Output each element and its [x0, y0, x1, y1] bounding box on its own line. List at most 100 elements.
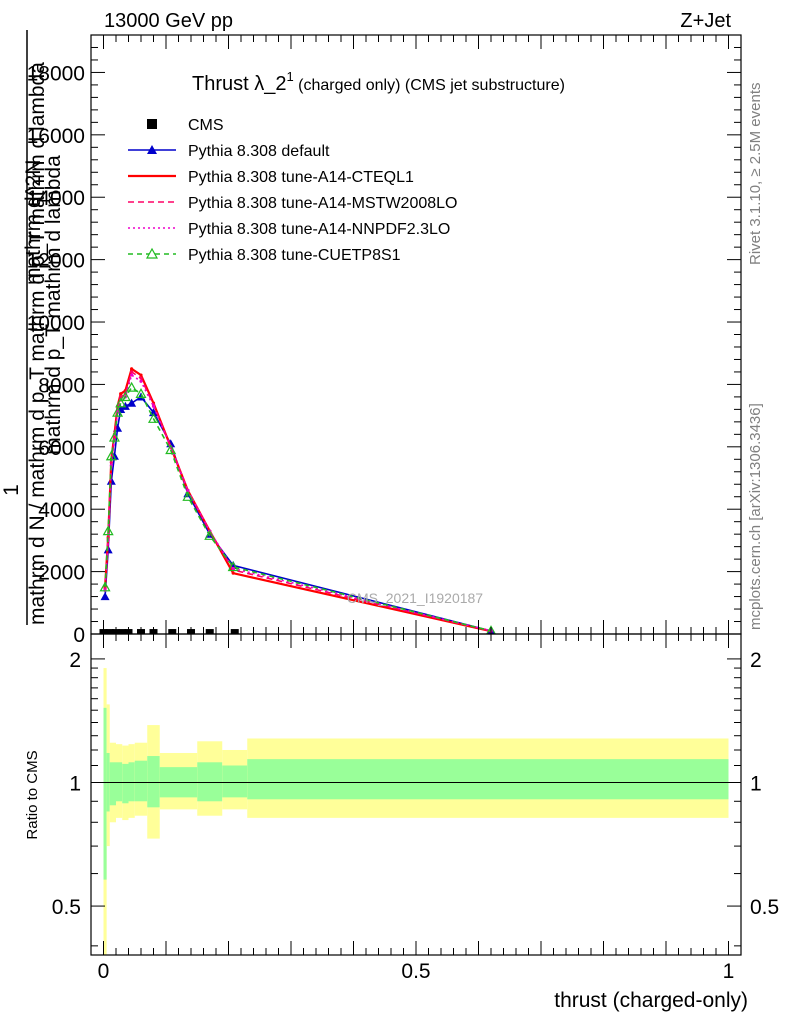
series-point-nnpdf — [231, 566, 235, 571]
x-axis-label: thrust (charged-only) — [554, 989, 748, 1012]
ratio-band-inner — [247, 759, 729, 800]
ratio-y-tick-label-right: 1 — [750, 772, 762, 795]
plot-title-main: Thrust λ_2 — [192, 73, 286, 95]
mcplots-reference-label: mcplots.cern.ch [arXiv:1306.3436] — [747, 403, 764, 630]
series-point-nnpdf — [186, 488, 190, 493]
series-layer — [99, 367, 496, 634]
series-line-nnpdf — [104, 373, 492, 632]
cms-data-point — [230, 629, 239, 634]
series-point-default — [136, 392, 146, 401]
series-point-cteql1 — [139, 373, 143, 377]
ratio-y-tick-label-left: 1 — [69, 772, 81, 795]
cms-data-point — [105, 629, 114, 634]
series-point-cuetp8s1 — [105, 450, 117, 461]
series-point-default — [100, 592, 110, 601]
ratio-y-tick-label-right: 2 — [750, 649, 762, 672]
series-point-cuetp8s1 — [112, 406, 124, 417]
main-y-tick-label: 0 — [73, 624, 85, 647]
legend-marker-default — [147, 145, 157, 154]
main-y-axis-label: mathrm d^2N mathrm d p_T mathrm d lambda… — [0, 30, 65, 625]
y-label-top-denominator: mathrm d p_T mathrm d lambda — [42, 155, 65, 455]
ratio-bands — [103, 668, 729, 955]
series-line-cuetp8s1 — [104, 386, 492, 632]
ratio-band-inner — [222, 765, 248, 798]
x-axis-ticks: 0 0.5 1 — [90, 35, 742, 983]
main-y-tick-label: 6000 — [38, 437, 85, 460]
legend-marker-cuetp8s1 — [145, 247, 159, 259]
series-point-mstw — [139, 376, 143, 380]
cms-data-point — [118, 629, 127, 634]
ratio-y-axis: 0.5 0.5 1 1 2 2 — [52, 649, 779, 947]
series-point-default — [127, 398, 137, 407]
legend-label-nnpdf: Pythia 8.308 tune-A14-NNPDF2.3LO — [188, 221, 450, 238]
series-point-mstw — [130, 370, 134, 374]
legend-label-cuetp8s1: Pythia 8.308 tune-CUETP8S1 — [188, 247, 401, 264]
series-point-cuetp8s1 — [486, 625, 496, 634]
series-point-nnpdf — [130, 373, 134, 377]
legend-label-cteql1: Pythia 8.308 tune-A14-CTEQL1 — [188, 169, 414, 186]
main-y-tick-label: 14000 — [27, 187, 85, 210]
series-point-cuetp8s1 — [115, 397, 127, 408]
y-label-denominator: mathrm d N / mathrm d p_T mathrm d p_T m… — [26, 62, 49, 625]
series-point-cuetp8s1 — [147, 412, 160, 423]
rivet-version-label: Rivet 3.1.10, ≥ 2.5M events — [747, 83, 764, 266]
legend-label-default: Pythia 8.308 default — [188, 143, 330, 160]
analysis-watermark: CMS_2021_I1920187 — [347, 590, 483, 606]
ratio-band-inner — [109, 762, 116, 806]
ratio-band-inner — [128, 762, 135, 802]
y-label-numerator: 1 — [0, 484, 23, 496]
x-tick-label: 0.5 — [401, 960, 430, 983]
ratio-band-inner — [147, 756, 160, 808]
ratio-band-inner — [116, 762, 123, 802]
main-y-tick-label: 8000 — [38, 374, 85, 397]
header-energy-label: 13000 GeV pp — [104, 10, 233, 32]
main-y-tick-label: 2000 — [38, 562, 85, 585]
ratio-y-tick-label-left: 2 — [69, 649, 81, 672]
series-point-mstw — [109, 460, 113, 465]
series-point-cuetp8s1 — [102, 525, 114, 536]
ratio-y-tick-label-left: 0.5 — [52, 896, 81, 919]
x-tick-label: 1 — [723, 960, 735, 983]
series-point-cuetp8s1 — [204, 529, 216, 540]
series-point-cuetp8s1 — [227, 561, 239, 572]
series-point-mstw — [119, 395, 123, 399]
series-point-cteql1 — [130, 367, 134, 371]
series-point-cuetp8s1 — [108, 431, 120, 442]
main-y-tick-label: 4000 — [38, 499, 85, 522]
cms-data-point — [205, 629, 214, 634]
series-point-default — [120, 401, 130, 410]
header-process-label: Z+Jet — [680, 10, 731, 32]
plot-title: Thrust λ_21 (charged only) (CMS jet subs… — [192, 69, 565, 95]
ratio-band-inner — [197, 762, 223, 802]
ratio-y-axis-label: Ratio to CMS — [24, 750, 41, 839]
series-point-cuetp8s1 — [119, 391, 131, 402]
ratio-band-inner — [122, 763, 129, 804]
plot-title-subtitle: (charged only) (CMS jet substructure) — [294, 77, 565, 94]
legend-label-mstw: Pythia 8.308 tune-A14-MSTW2008LO — [188, 195, 457, 212]
main-y-tick-label: 10000 — [27, 312, 85, 335]
main-y-tick-label: 16000 — [27, 125, 85, 148]
series-point-cuetp8s1 — [135, 388, 147, 398]
x-tick-label: 0 — [98, 960, 110, 983]
legend-label-cms: CMS — [188, 117, 224, 134]
plot-title-superscript: 1 — [286, 69, 293, 84]
series-point-cuetp8s1 — [165, 444, 177, 455]
cms-data-point — [168, 629, 177, 634]
main-y-tick-label: 18000 — [27, 62, 85, 85]
series-point-nnpdf — [151, 404, 156, 408]
ratio-band-inner — [134, 760, 148, 802]
main-y-tick-label: 12000 — [27, 250, 85, 273]
series-point-nnpdf — [139, 379, 143, 383]
series-point-cuetp8s1 — [182, 490, 194, 501]
ratio-y-tick-label-right: 0.5 — [750, 896, 779, 919]
series-point-cuetp8s1 — [126, 381, 138, 392]
series-point-cuetp8s1 — [99, 581, 111, 592]
legend-marker-cms — [147, 119, 157, 129]
series-point-mstw — [112, 435, 117, 440]
ratio-band-inner — [103, 707, 107, 880]
legend: CMS Pythia 8.308 default Pythia 8.308 tune… — [128, 117, 457, 264]
series-point-cteql1 — [119, 392, 123, 396]
series-point-cteql1 — [231, 571, 235, 575]
main-y-axis: 0 2000 4000 6000 8000 10000 12000 14000 16000 180… — [27, 34, 741, 647]
